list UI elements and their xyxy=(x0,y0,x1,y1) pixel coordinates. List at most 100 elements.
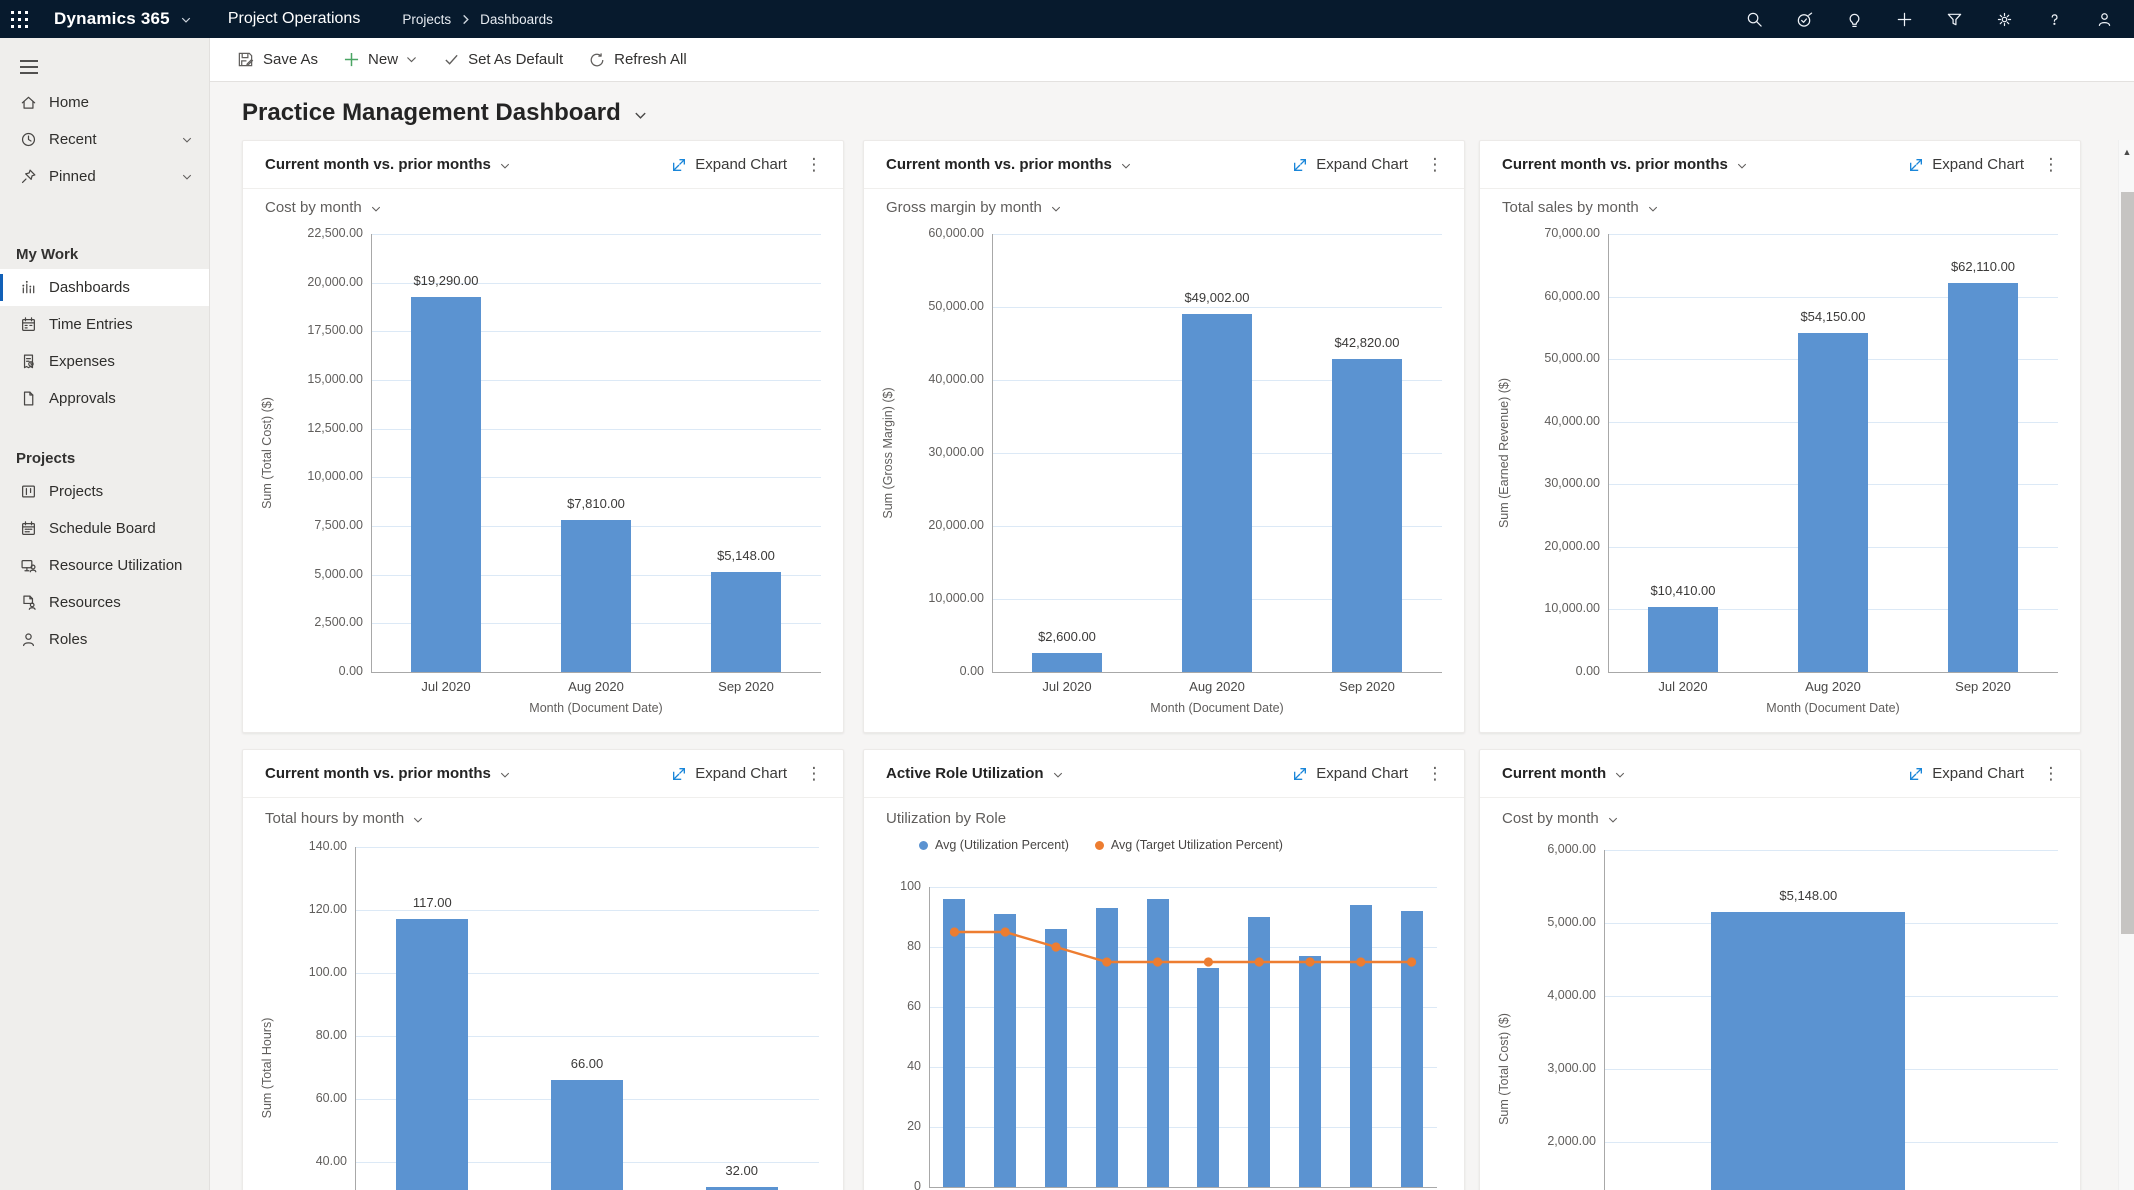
vertical-scrollbar[interactable]: ▲ xyxy=(2118,140,2134,1190)
waffle-icon[interactable] xyxy=(0,0,38,38)
x-axis-line xyxy=(371,672,821,673)
gear-icon[interactable] xyxy=(1986,1,2022,37)
y-axis-tick-label: 10,000.00 xyxy=(1544,601,1600,616)
sidebar-item-time-entries[interactable]: Time Entries xyxy=(0,306,209,343)
chart-subtitle-selector[interactable]: Total hours by month xyxy=(265,810,424,827)
sidebar-item-roles[interactable]: Roles xyxy=(0,621,209,658)
filter-icon[interactable] xyxy=(1936,1,1972,37)
breadcrumb-dashboards[interactable]: Dashboards xyxy=(480,11,553,27)
bar[interactable] xyxy=(561,520,631,672)
search-icon[interactable] xyxy=(1736,1,1772,37)
x-axis-line xyxy=(929,1187,1437,1188)
chart-card: Current month vs. prior months Expand Cha… xyxy=(242,140,844,733)
y-axis-tick-label: 12,500.00 xyxy=(307,420,363,435)
bar[interactable] xyxy=(1032,653,1102,672)
sidebar-item-dashboards[interactable]: Dashboards xyxy=(0,269,209,306)
refresh-all-button[interactable]: Refresh All xyxy=(576,43,700,77)
bar[interactable] xyxy=(1332,359,1402,672)
bar[interactable] xyxy=(1197,968,1220,1187)
hamburger-menu-icon[interactable] xyxy=(0,50,209,84)
chart-subtitle-selector[interactable]: Cost by month xyxy=(1502,810,1619,827)
more-options-icon[interactable]: ⋮ xyxy=(805,154,823,174)
expand-chart-button[interactable]: Expand Chart xyxy=(665,761,793,786)
expand-chart-button[interactable]: Expand Chart xyxy=(665,152,793,177)
more-options-icon[interactable]: ⋮ xyxy=(2042,763,2060,783)
help-icon[interactable] xyxy=(2036,1,2072,37)
plus-icon[interactable] xyxy=(1886,1,1922,37)
more-options-icon[interactable]: ⋮ xyxy=(2042,154,2060,174)
task-check-icon[interactable] xyxy=(1786,1,1822,37)
y-axis-tick-label: 20,000.00 xyxy=(1544,538,1600,553)
dashboard-title[interactable]: Practice Management Dashboard xyxy=(242,99,621,126)
scroll-up-arrow-icon[interactable]: ▲ xyxy=(2122,147,2132,157)
sidebar-item-home[interactable]: Home xyxy=(0,84,209,121)
more-options-icon[interactable]: ⋮ xyxy=(805,763,823,783)
expand-chart-button[interactable]: Expand Chart xyxy=(1902,152,2030,177)
x-axis-line xyxy=(992,672,1442,673)
bar[interactable] xyxy=(1798,333,1868,672)
expand-chart-icon xyxy=(1292,766,1308,782)
y-axis-line xyxy=(1604,850,1605,1190)
bar[interactable] xyxy=(943,899,966,1187)
bar[interactable] xyxy=(711,571,781,672)
sidebar-item-schedule-board[interactable]: Schedule Board xyxy=(0,510,209,547)
bar[interactable] xyxy=(1648,606,1718,672)
bar[interactable] xyxy=(1146,899,1169,1187)
user-icon[interactable] xyxy=(2086,1,2122,37)
sidebar-item-resource-utilization[interactable]: Resource Utilization xyxy=(0,547,209,584)
sidebar-item-projects[interactable]: Projects xyxy=(0,473,209,510)
save-as-button[interactable]: Save As xyxy=(224,43,331,77)
bar[interactable] xyxy=(1248,917,1271,1187)
bar[interactable] xyxy=(411,296,481,672)
chevron-down-icon[interactable] xyxy=(180,14,192,26)
bar[interactable] xyxy=(1948,283,2018,672)
chart-card-title: Current month vs. prior months xyxy=(1502,156,1728,173)
bar[interactable] xyxy=(1182,314,1252,672)
chevron-down-icon xyxy=(181,171,193,183)
bar[interactable] xyxy=(1095,908,1118,1187)
chart-view-selector[interactable]: Active Role Utilization xyxy=(886,765,1064,782)
x-axis-category-label: Sep 2020 xyxy=(1955,679,2011,694)
lightbulb-icon[interactable] xyxy=(1836,1,1872,37)
chevron-down-icon xyxy=(1647,203,1659,215)
chart-view-selector[interactable]: Current month xyxy=(1502,765,1626,782)
bar[interactable] xyxy=(1045,929,1067,1187)
bar[interactable] xyxy=(551,1080,623,1190)
bar[interactable] xyxy=(1349,905,1372,1187)
y-axis-tick-label: 50,000.00 xyxy=(928,299,984,313)
chevron-down-icon[interactable] xyxy=(633,108,648,123)
legend-dot xyxy=(1094,840,1104,850)
sidebar-item-resources[interactable]: Resources xyxy=(0,584,209,621)
bar[interactable] xyxy=(705,1187,778,1190)
chart-subtitle-selector[interactable]: Cost by month xyxy=(265,199,382,216)
scrollbar-thumb[interactable] xyxy=(2120,192,2134,934)
breadcrumb-projects[interactable]: Projects xyxy=(402,11,452,27)
chart-subtitle-selector[interactable]: Gross margin by month xyxy=(886,199,1062,216)
bar[interactable] xyxy=(1299,956,1321,1187)
module-name[interactable]: Project Operations xyxy=(227,10,361,27)
sidebar-item-expenses[interactable]: Expenses xyxy=(0,343,209,380)
clock-icon xyxy=(20,131,37,148)
chart-subtitle-selector[interactable]: Total sales by month xyxy=(1502,199,1659,216)
expand-chart-button[interactable]: Expand Chart xyxy=(1286,152,1414,177)
bar[interactable] xyxy=(396,919,469,1190)
new-button[interactable]: New xyxy=(331,43,431,77)
chart-view-selector[interactable]: Current month vs. prior months xyxy=(265,765,511,782)
bar[interactable] xyxy=(1400,911,1423,1187)
chart-view-selector[interactable]: Current month vs. prior months xyxy=(265,156,511,173)
more-options-icon[interactable]: ⋮ xyxy=(1426,154,1444,174)
expand-chart-button[interactable]: Expand Chart xyxy=(1286,761,1414,786)
sidebar-item-recent[interactable]: Recent xyxy=(0,121,209,158)
chart-view-selector[interactable]: Current month vs. prior months xyxy=(886,156,1132,173)
sidebar-item-label: Home xyxy=(49,94,90,111)
sidebar-item-pinned[interactable]: Pinned xyxy=(0,158,209,195)
more-options-icon[interactable]: ⋮ xyxy=(1426,763,1444,783)
app-title[interactable]: Dynamics 365 xyxy=(54,9,170,28)
chart-view-selector[interactable]: Current month vs. prior months xyxy=(1502,156,1748,173)
bar[interactable] xyxy=(994,914,1017,1187)
chart-subtitle: Cost by month xyxy=(1502,810,1599,827)
set-as-default-button[interactable]: Set As Default xyxy=(431,43,576,77)
bar[interactable] xyxy=(1711,912,1906,1190)
sidebar-item-approvals[interactable]: Approvals xyxy=(0,380,209,417)
expand-chart-button[interactable]: Expand Chart xyxy=(1902,761,2030,786)
